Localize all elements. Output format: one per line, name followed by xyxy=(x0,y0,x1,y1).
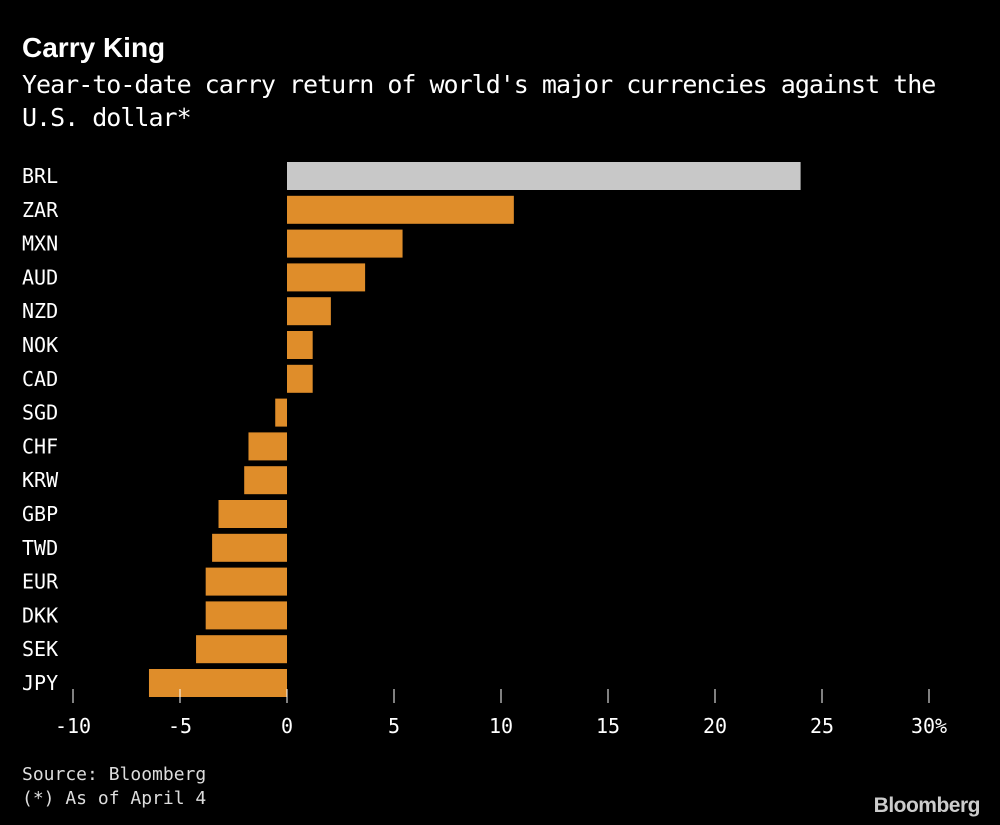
category-label: DKK xyxy=(22,603,58,627)
bar-gbp xyxy=(218,500,287,528)
bar-nok xyxy=(287,331,313,359)
category-label: SEK xyxy=(22,637,58,661)
category-label: EUR xyxy=(22,570,59,594)
bar-sgd xyxy=(275,398,287,427)
chart-title: Carry King xyxy=(22,32,166,63)
bar-twd xyxy=(212,533,287,562)
bar-eur xyxy=(205,567,287,596)
bar-krw xyxy=(244,466,287,495)
x-tick-label: 20 xyxy=(703,714,727,738)
bar-dkk xyxy=(205,601,287,630)
x-tick-label: 25 xyxy=(810,714,834,738)
category-label: KRW xyxy=(22,468,59,492)
x-tick-label: 15 xyxy=(596,714,620,738)
source-note: Source: Bloomberg xyxy=(22,764,207,785)
x-tick-label: 5 xyxy=(388,714,400,738)
x-tick-label: -5 xyxy=(168,714,192,738)
category-label: AUD xyxy=(22,265,58,289)
category-label: BRL xyxy=(22,164,58,188)
bar-zar xyxy=(287,195,514,224)
bar-sek xyxy=(196,635,287,664)
bar-nzd xyxy=(287,297,331,326)
x-tick-label: 30% xyxy=(911,714,947,738)
bar-mxn xyxy=(287,229,403,258)
bar-chf xyxy=(248,432,287,461)
bar-cad xyxy=(287,364,313,393)
category-label: ZAR xyxy=(22,198,59,222)
chart-subtitle: Year-to-date carry return of world's maj… xyxy=(22,70,936,132)
bloomberg-logo: Bloomberg xyxy=(873,794,981,817)
category-label: NZD xyxy=(22,299,58,323)
x-tick-label: 0 xyxy=(281,714,293,738)
category-label: SGD xyxy=(22,401,58,425)
category-label: CHF xyxy=(22,434,58,458)
x-tick-label: 10 xyxy=(489,714,513,738)
category-label: CAD xyxy=(22,367,58,391)
category-label: GBP xyxy=(22,502,58,526)
x-tick-label: -10 xyxy=(55,714,91,738)
category-label: JPY xyxy=(22,671,58,695)
bar-aud xyxy=(287,263,366,292)
category-label: MXN xyxy=(22,232,58,256)
bar-brl xyxy=(287,162,801,190)
category-label: NOK xyxy=(22,333,58,357)
category-label: TWD xyxy=(22,536,58,560)
bar-jpy xyxy=(148,669,287,697)
footnote: (*) As of April 4 xyxy=(22,788,207,809)
